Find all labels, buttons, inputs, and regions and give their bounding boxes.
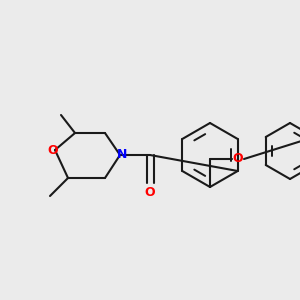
Text: N: N bbox=[117, 148, 127, 161]
Text: O: O bbox=[233, 152, 243, 166]
Text: O: O bbox=[145, 187, 155, 200]
Text: O: O bbox=[48, 143, 58, 157]
